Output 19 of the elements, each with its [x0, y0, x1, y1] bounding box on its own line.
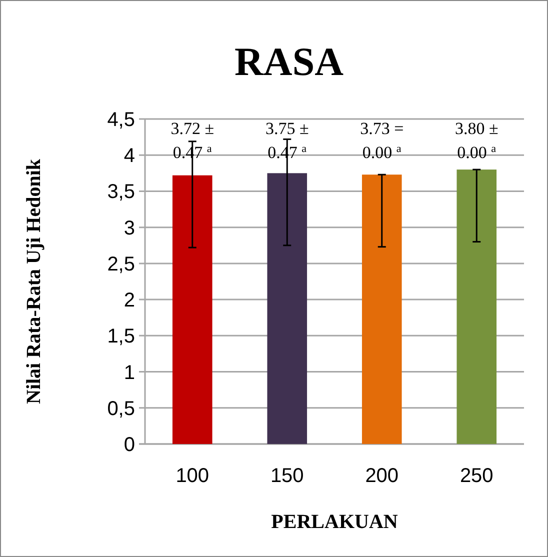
- y-tick-label: 3: [124, 217, 135, 240]
- y-tick-label: 4: [124, 145, 135, 168]
- y-tick-label: 0,5: [107, 398, 135, 420]
- x-tick-label: 250: [460, 465, 494, 487]
- y-tick-label: 3,5: [107, 181, 135, 204]
- y-tick-label: 1,5: [107, 326, 135, 348]
- y-tick-label: 0: [124, 434, 135, 456]
- y-tick-label: 2: [124, 290, 135, 312]
- y-tick-label: 1: [124, 362, 135, 384]
- y-tick-label: 4,5: [107, 109, 135, 131]
- data-label: 3.80 ± 0.00 $^{a}$: [454, 119, 498, 162]
- x-tick-label: 200: [365, 465, 399, 487]
- x-tick-label: 150: [270, 465, 304, 487]
- x-axis-title: PERLAKUAN: [271, 511, 398, 533]
- data-label: 3.73 = 0.00 $^{a}$: [360, 119, 404, 162]
- y-tick-label: 2,5: [107, 253, 135, 276]
- x-tick-label: 100: [176, 465, 210, 487]
- chart-title: RASA: [234, 39, 344, 84]
- y-axis-title: Nilai Rata-Rata Uji Hedonik: [23, 158, 45, 404]
